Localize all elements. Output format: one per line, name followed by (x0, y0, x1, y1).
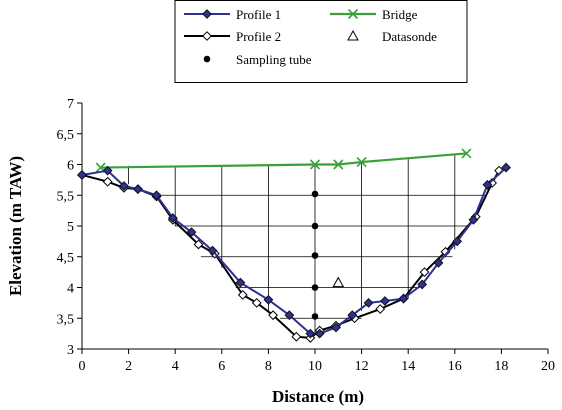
x-marker-stroke (356, 156, 367, 168)
data-point (375, 304, 386, 314)
x-tick-label: 14 (401, 359, 415, 374)
data-point (151, 190, 162, 201)
data-point (433, 257, 444, 268)
x-tick-label: 2 (125, 359, 132, 374)
x-tick-label: 16 (448, 359, 462, 374)
data-point (331, 322, 341, 333)
data-point (133, 184, 143, 195)
x-marker-stroke (347, 8, 359, 20)
data-point (311, 222, 319, 230)
data-point (356, 156, 367, 168)
y-tick-label: 7 (67, 97, 74, 112)
data-point (202, 9, 212, 19)
data-point (311, 252, 319, 259)
data-point (417, 279, 428, 290)
legend-entry-profile-2: Profile 2 (184, 29, 281, 44)
series-line (100, 152, 467, 169)
series-bridge (95, 148, 472, 173)
data-point (251, 297, 262, 308)
y-axis-label: Elevation (m TAW) (6, 156, 25, 296)
data-point (347, 8, 359, 20)
x-marker-stroke (95, 162, 106, 173)
data-point (237, 289, 248, 300)
data-point (167, 213, 178, 223)
legend-label: Profile 2 (236, 29, 281, 44)
data-point (468, 214, 479, 225)
data-point (501, 162, 511, 173)
legend-entry-sampling-tube: Sampling tube (203, 52, 312, 67)
data-point (419, 267, 430, 278)
data-point (284, 310, 295, 321)
data-point (193, 239, 204, 250)
legend-entry-datasonde: Datasonde (347, 29, 437, 44)
x-tick-label: 18 (494, 359, 508, 374)
y-tick-label: 3,5 (57, 312, 75, 327)
legend-entry-bridge: Bridge (330, 7, 418, 22)
data-point (102, 176, 113, 187)
legend-label: Sampling tube (236, 52, 312, 67)
data-point (202, 31, 212, 41)
data-point (207, 245, 218, 256)
legend-label: Profile 1 (236, 7, 281, 22)
x-tick-label: 4 (172, 359, 179, 374)
y-tick-label: 6,5 (57, 128, 75, 143)
x-tick-label: 20 (541, 359, 555, 374)
x-tick-label: 12 (355, 359, 369, 374)
series-sampling-tube (311, 190, 319, 320)
data-point (347, 29, 359, 41)
x-marker-stroke (333, 159, 344, 170)
x-marker-stroke (461, 148, 472, 159)
data-point (332, 276, 345, 288)
legend: Profile 1 Profile 2 Sampling tube Bridge Dat… (174, 0, 468, 83)
data-point (333, 159, 344, 170)
data-point (268, 310, 278, 321)
data-point (119, 181, 129, 191)
x-marker-stroke (309, 159, 321, 170)
data-point (461, 148, 472, 159)
series-profile-1 (77, 162, 511, 339)
data-point (311, 284, 319, 291)
y-tick-label: 4,5 (57, 251, 75, 266)
data-point (314, 328, 325, 339)
data-point (291, 331, 302, 342)
axes: 0 2 4 6 8 10 12 14 16 18 20 3 3,5 4 4,5 5 5,5 6 6,5 7 (57, 97, 556, 374)
plot-grid (128, 154, 486, 334)
data-point (309, 159, 321, 170)
data-point (263, 294, 274, 305)
data-point (363, 297, 374, 308)
data-point (482, 179, 493, 190)
data-point (102, 165, 113, 176)
data-point (186, 227, 197, 238)
series-layer (77, 148, 511, 343)
x-tick-label: 6 (218, 359, 225, 374)
y-tick-label: 6 (67, 159, 74, 174)
data-point (379, 296, 390, 306)
data-point (203, 55, 211, 63)
data-point (311, 313, 319, 320)
data-point (452, 236, 463, 247)
x-tick-label: 10 (308, 359, 322, 374)
legend-label: Bridge (382, 7, 418, 22)
y-tick-label: 4 (67, 282, 74, 297)
y-tick-label: 5 (67, 220, 74, 235)
data-point (77, 170, 87, 180)
x-axis-label: Distance (m) (272, 387, 364, 406)
y-tick-label: 3 (67, 343, 74, 358)
data-point (235, 277, 246, 288)
data-point (398, 293, 409, 304)
y-tick-label: 5,5 (57, 189, 75, 204)
data-point (311, 190, 319, 198)
x-tick-label: 8 (265, 359, 272, 374)
data-point (347, 310, 358, 321)
series-datasonde (332, 276, 345, 288)
legend-label: Datasonde (382, 29, 437, 44)
data-point (305, 328, 316, 339)
x-tick-label: 0 (79, 359, 86, 374)
legend-entry-profile-1: Profile 1 (184, 7, 281, 22)
